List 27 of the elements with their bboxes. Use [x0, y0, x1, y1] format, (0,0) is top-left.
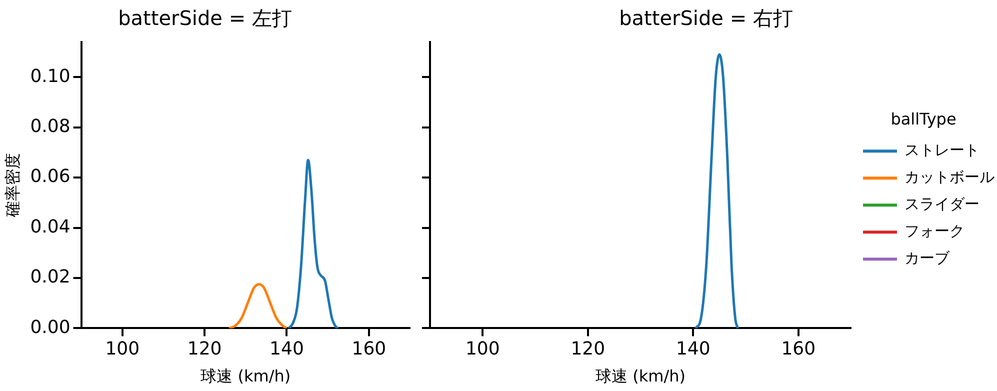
y-tick-label: 0.10 — [30, 66, 70, 87]
x-tick-label: 140 — [676, 338, 710, 360]
x-axis-title: 球速 (km/h) — [596, 366, 686, 386]
x-tick-label: 120 — [570, 338, 606, 360]
x-tick-label: 120 — [187, 338, 222, 360]
y-tick-label: 0.02 — [30, 266, 70, 288]
y-tick-label: 0.08 — [30, 116, 70, 138]
legend-label: カットボール — [904, 168, 994, 186]
x-tick-label: 100 — [465, 338, 500, 360]
legend-label: スライダー — [904, 194, 980, 213]
x-axis-title: 球速 (km/h) — [200, 366, 291, 386]
legend-label: カーブ — [904, 248, 950, 267]
legend-title: ballType — [890, 110, 956, 129]
line-series — [228, 283, 288, 328]
line-series — [288, 158, 340, 328]
chart-title: batterSide = 左打 — [118, 6, 292, 30]
y-tick-label: 0.06 — [30, 166, 70, 188]
legend-label: フォーク — [904, 222, 964, 240]
x-tick-label: 100 — [105, 338, 140, 360]
x-tick-label: 140 — [270, 338, 304, 360]
legend-label: ストレート — [904, 140, 980, 159]
x-tick-label: 160 — [352, 338, 386, 360]
y-axis-title: 確率密度 — [2, 153, 22, 218]
chart-title: batterSide = 右打 — [619, 6, 793, 30]
x-tick-label: 160 — [781, 338, 816, 360]
y-tick-label: 0.00 — [30, 316, 70, 338]
y-tick-label: 0.04 — [30, 216, 70, 238]
